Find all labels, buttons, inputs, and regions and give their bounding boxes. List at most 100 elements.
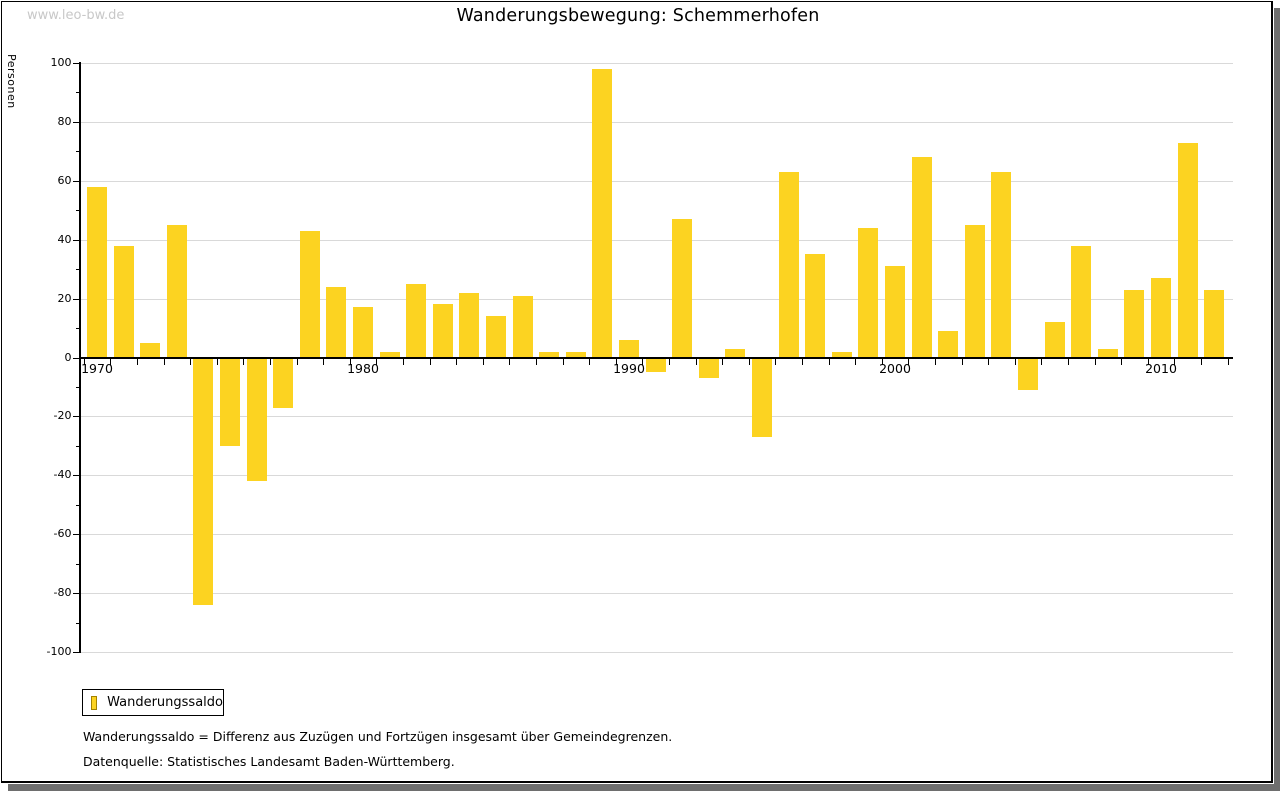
bar-1997 <box>805 254 826 358</box>
x-axis-tick <box>1041 358 1043 365</box>
x-axis-tick <box>1067 358 1069 365</box>
bar-1984 <box>459 292 480 358</box>
y-tick-label: 0 <box>64 350 72 364</box>
watermark-text: www.leo-bw.de <box>27 8 125 23</box>
chart-title: Wanderungsbewegung: Schemmerhofen <box>456 6 820 26</box>
x-axis-tick <box>934 358 936 365</box>
y-axis-tick <box>75 504 79 506</box>
y-tick-label: -100 <box>46 645 72 658</box>
y-axis-tick <box>72 239 79 241</box>
window-shadow-right <box>1274 8 1280 791</box>
bar-2011 <box>1177 142 1198 358</box>
y-tick-label: -20 <box>53 409 72 423</box>
bar-1989 <box>592 68 613 358</box>
gridline <box>80 298 1233 300</box>
y-axis-tick <box>75 151 79 153</box>
y-tick-label: 80 <box>57 114 72 128</box>
bar-1990 <box>619 339 639 358</box>
y-axis-tick <box>75 622 79 624</box>
bar-2009 <box>1124 289 1145 358</box>
y-axis-tick <box>72 121 79 123</box>
x-axis-tick <box>509 358 511 365</box>
x-axis-tick <box>855 358 857 365</box>
x-tick-label-2000: 2000 <box>879 360 911 376</box>
gridline <box>80 121 1233 123</box>
x-axis-tick <box>961 358 963 365</box>
x-tick-label-2010: 2010 <box>1145 360 1177 376</box>
y-tick-label: 20 <box>57 291 72 305</box>
x-axis-tick <box>615 358 617 365</box>
x-axis-tick <box>1200 358 1202 365</box>
y-axis-tick <box>72 357 79 359</box>
y-axis-tick <box>72 416 79 418</box>
y-axis-line <box>78 62 81 653</box>
y-tick-label: -80 <box>53 586 72 600</box>
x-axis-tick <box>722 358 724 365</box>
x-axis-tick <box>535 358 537 365</box>
x-axis-tick <box>482 358 484 365</box>
bar-1978 <box>299 230 320 358</box>
bar-1980 <box>353 307 373 358</box>
y-axis-tick <box>75 210 79 212</box>
bar-2004 <box>991 171 1012 358</box>
x-axis-tick <box>775 358 777 365</box>
x-axis-tick <box>110 358 112 365</box>
bar-chart-plot-area: -100 -80 -60 -40 -20 0 20 40 60 80 100 1970 1980 1990… <box>2 2 1274 782</box>
bar-1996 <box>778 171 799 358</box>
y-axis-tick <box>72 652 79 653</box>
bar-1991 <box>645 357 666 373</box>
y-axis-tick <box>75 445 79 447</box>
x-axis-zero-line <box>79 356 1233 359</box>
bar-1981 <box>379 351 400 358</box>
bar-1988 <box>565 351 586 358</box>
x-axis-tick <box>668 358 670 365</box>
gridline <box>80 475 1233 477</box>
bar-2008 <box>1097 348 1118 358</box>
x-axis-tick <box>695 358 697 365</box>
x-axis-tick <box>136 358 138 365</box>
x-axis-tick <box>1094 358 1096 365</box>
bar-2005 <box>1018 357 1038 390</box>
y-tick-label: -40 <box>53 468 72 482</box>
x-axis-tick <box>988 358 990 365</box>
bar-2010 <box>1151 277 1171 358</box>
window-shadow-bottom <box>8 784 1280 791</box>
gridline <box>80 63 1233 64</box>
x-tick-label-1970: 1970 <box>81 360 113 376</box>
y-axis-tick <box>75 328 79 330</box>
y-tick-label: 40 <box>57 232 72 246</box>
x-axis-tick <box>881 358 883 365</box>
x-axis-tick <box>456 358 458 365</box>
bar-1985 <box>486 316 506 358</box>
x-axis-tick <box>349 358 351 365</box>
bar-1994 <box>725 348 746 358</box>
bar-1977 <box>273 357 294 408</box>
gridline <box>80 652 1233 653</box>
x-axis-tick <box>376 358 378 365</box>
gridline <box>80 534 1233 536</box>
x-axis-tick <box>562 358 564 365</box>
y-axis-tick <box>72 475 79 477</box>
x-axis-tick <box>908 358 910 365</box>
legend: Wanderungssaldo <box>82 689 224 716</box>
y-axis-tick <box>72 534 79 536</box>
y-axis-tick <box>72 298 79 300</box>
bar-2002 <box>938 330 959 358</box>
y-axis-label: Personen <box>5 54 18 109</box>
x-tick-label-1990: 1990 <box>613 360 645 376</box>
x-axis-tick <box>83 358 85 365</box>
bar-1982 <box>406 283 427 358</box>
y-axis-tick <box>75 563 79 565</box>
x-axis-tick <box>801 358 803 365</box>
x-axis-tick <box>190 358 192 365</box>
bar-1987 <box>539 351 560 358</box>
gridline <box>80 239 1233 241</box>
bar-1972 <box>140 342 161 358</box>
y-axis-tick <box>75 386 79 388</box>
x-axis-tick <box>642 358 644 365</box>
x-axis-tick <box>1147 358 1149 365</box>
bar-1971 <box>113 245 134 358</box>
x-axis-tick <box>296 358 298 365</box>
bar-1975 <box>220 357 240 446</box>
